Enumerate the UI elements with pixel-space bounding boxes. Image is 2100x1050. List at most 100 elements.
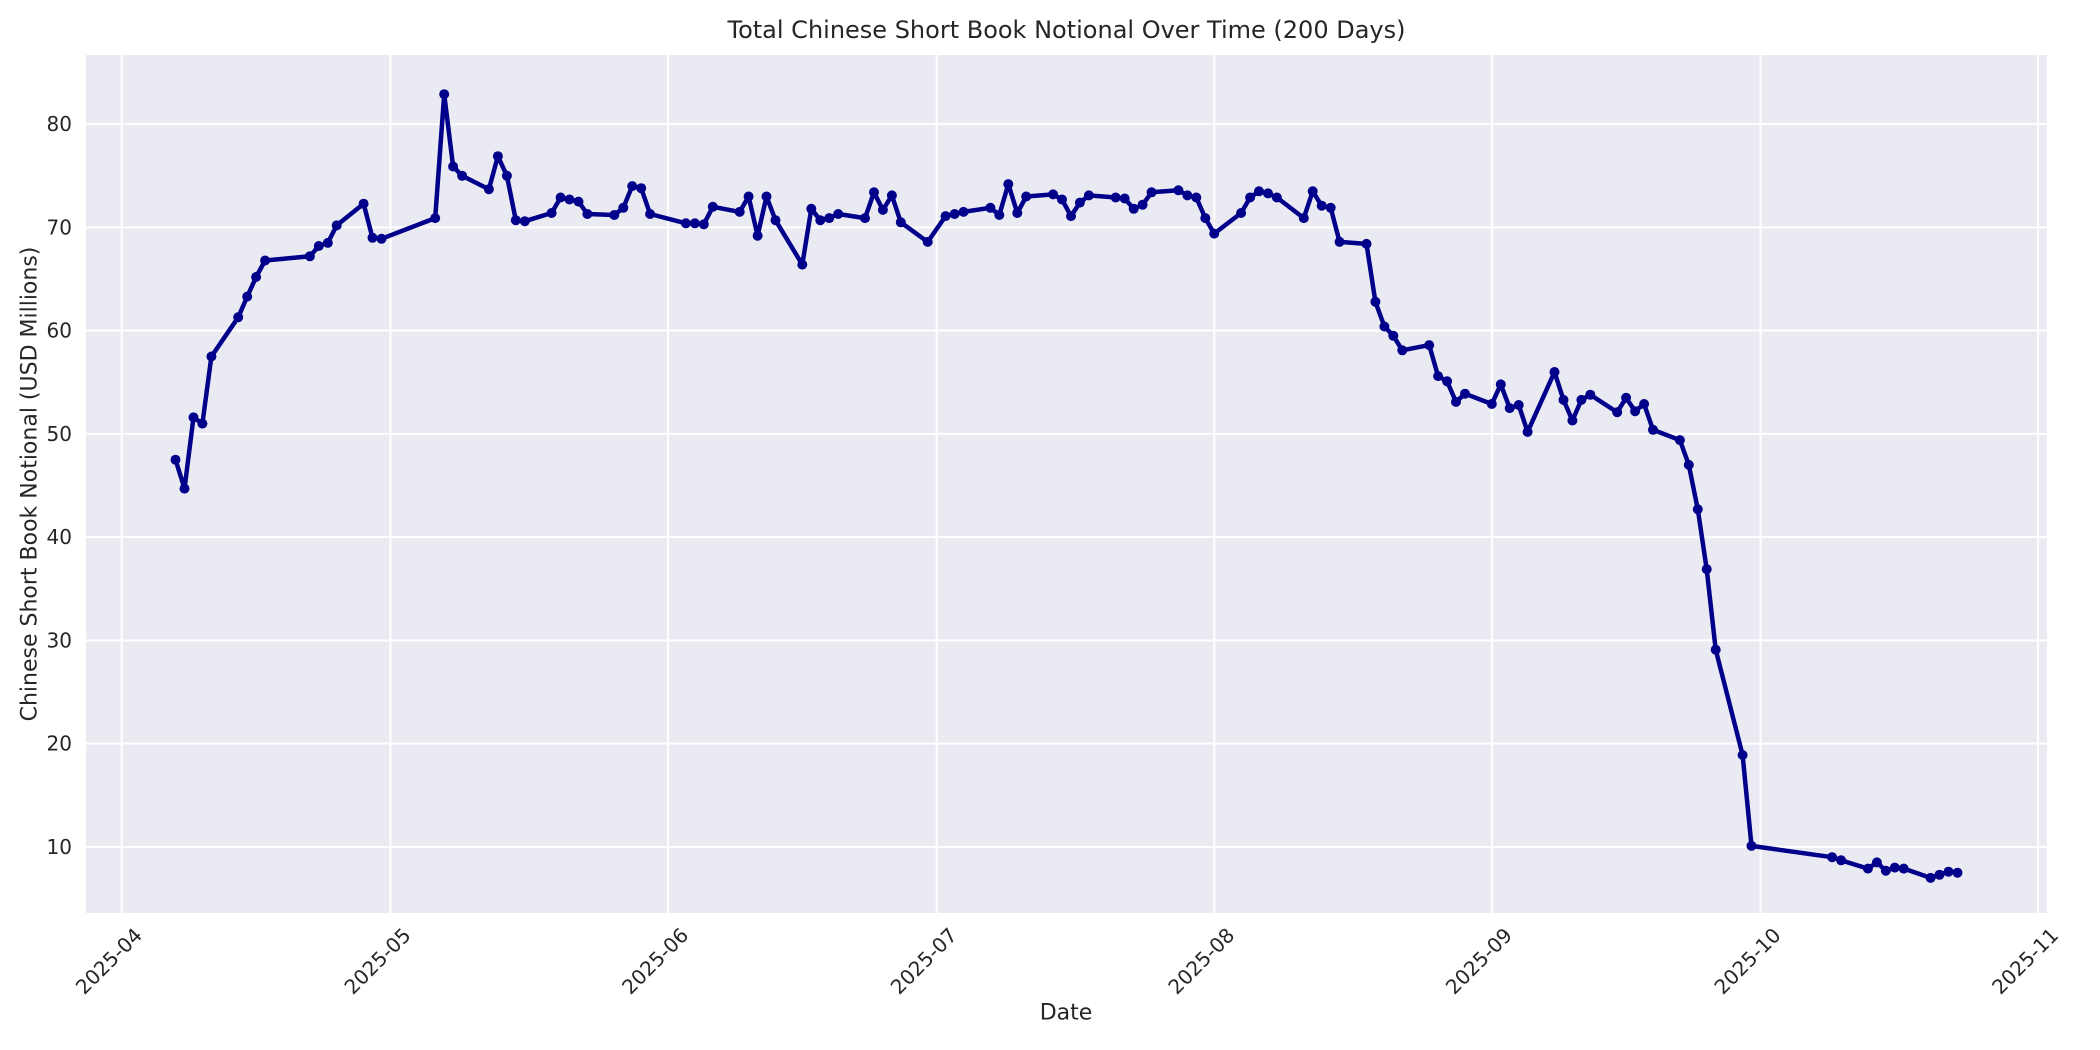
data-point <box>1254 186 1264 197</box>
data-point <box>1263 188 1273 199</box>
data-point <box>1486 399 1497 409</box>
data-point <box>707 201 718 212</box>
data-point <box>1424 340 1435 351</box>
data-point <box>1173 185 1184 196</box>
data-point <box>1370 296 1381 307</box>
data-point <box>761 191 772 202</box>
data-point <box>1639 399 1650 409</box>
data-point <box>242 291 253 302</box>
data-point <box>860 213 870 224</box>
data-point <box>1513 400 1524 410</box>
data-point <box>734 206 745 217</box>
data-point <box>510 215 521 226</box>
y-tick-label: 10 <box>47 835 72 859</box>
data-point <box>322 237 333 248</box>
data-point <box>564 194 575 205</box>
data-point <box>886 190 897 201</box>
data-point <box>582 209 593 219</box>
data-point <box>1021 191 1032 202</box>
data-point <box>1451 396 1461 407</box>
data-point <box>895 217 906 228</box>
y-tick-label: 80 <box>47 112 72 136</box>
data-point <box>1683 459 1694 470</box>
data-point <box>251 272 262 282</box>
data-point <box>689 218 700 229</box>
data-point <box>1182 190 1193 201</box>
y-tick-label: 40 <box>47 525 72 549</box>
data-point <box>869 187 879 198</box>
x-tick-label: 2025-07 <box>886 923 962 999</box>
data-point <box>430 213 441 224</box>
data-point <box>806 203 817 214</box>
data-point <box>573 196 584 207</box>
x-tick-label: 2025-08 <box>1163 923 1239 999</box>
data-point <box>1074 197 1085 208</box>
data-point <box>206 351 217 362</box>
data-point <box>618 202 629 213</box>
data-point <box>331 220 342 231</box>
data-point <box>1325 202 1336 213</box>
data-point <box>555 192 566 203</box>
data-point <box>940 211 951 222</box>
data-point <box>197 418 208 429</box>
y-axis-label: Chinese Short Book Notional (USD Million… <box>17 246 43 722</box>
data-point <box>1146 187 1157 198</box>
data-point <box>752 230 763 241</box>
data-point <box>1558 394 1569 405</box>
chart-title: Total Chinese Short Book Notional Over T… <box>727 16 1406 44</box>
data-point <box>519 216 530 227</box>
data-point <box>1334 236 1345 247</box>
data-point <box>1827 852 1838 863</box>
data-point <box>1307 186 1318 197</box>
data-point <box>680 218 691 229</box>
data-point <box>1934 869 1945 880</box>
data-point <box>1012 208 1023 218</box>
data-point <box>304 251 315 262</box>
data-point <box>188 412 199 423</box>
x-tick-label: 2025-10 <box>1709 923 1785 999</box>
data-point <box>1245 192 1256 203</box>
data-point <box>376 233 387 244</box>
data-point <box>439 89 450 100</box>
data-point <box>233 312 244 323</box>
data-point <box>1316 200 1327 211</box>
x-tick-label: 2025-04 <box>71 923 147 999</box>
data-point <box>1495 379 1506 390</box>
data-point <box>448 161 459 172</box>
data-point <box>797 259 808 270</box>
data-point <box>1066 211 1076 222</box>
x-tick-label: 2025-11 <box>1987 923 2063 999</box>
data-point <box>546 208 557 218</box>
data-point <box>501 170 512 181</box>
data-point <box>1576 394 1587 405</box>
data-point <box>313 241 324 251</box>
data-point <box>1549 367 1560 377</box>
data-point <box>1648 424 1658 435</box>
data-point <box>1397 345 1408 356</box>
data-point <box>492 151 503 162</box>
data-point <box>1442 376 1453 387</box>
data-point <box>457 170 468 181</box>
data-point <box>1110 192 1121 203</box>
data-point <box>994 210 1005 220</box>
data-point <box>1925 872 1936 883</box>
data-point <box>1943 866 1954 877</box>
data-point <box>483 184 494 195</box>
data-point <box>1621 392 1632 403</box>
data-point <box>179 483 190 494</box>
data-point <box>1522 426 1533 437</box>
data-point <box>1692 504 1703 515</box>
data-point <box>358 198 369 209</box>
data-point <box>1003 179 1014 190</box>
data-point <box>743 191 754 202</box>
data-point <box>815 215 826 226</box>
data-point <box>1612 407 1623 418</box>
data-point <box>1460 388 1470 399</box>
data-point <box>1898 863 1909 874</box>
x-tick-label: 2025-06 <box>617 923 693 999</box>
data-point <box>1128 203 1139 214</box>
plot-area <box>86 55 2047 913</box>
data-point <box>1880 865 1891 876</box>
